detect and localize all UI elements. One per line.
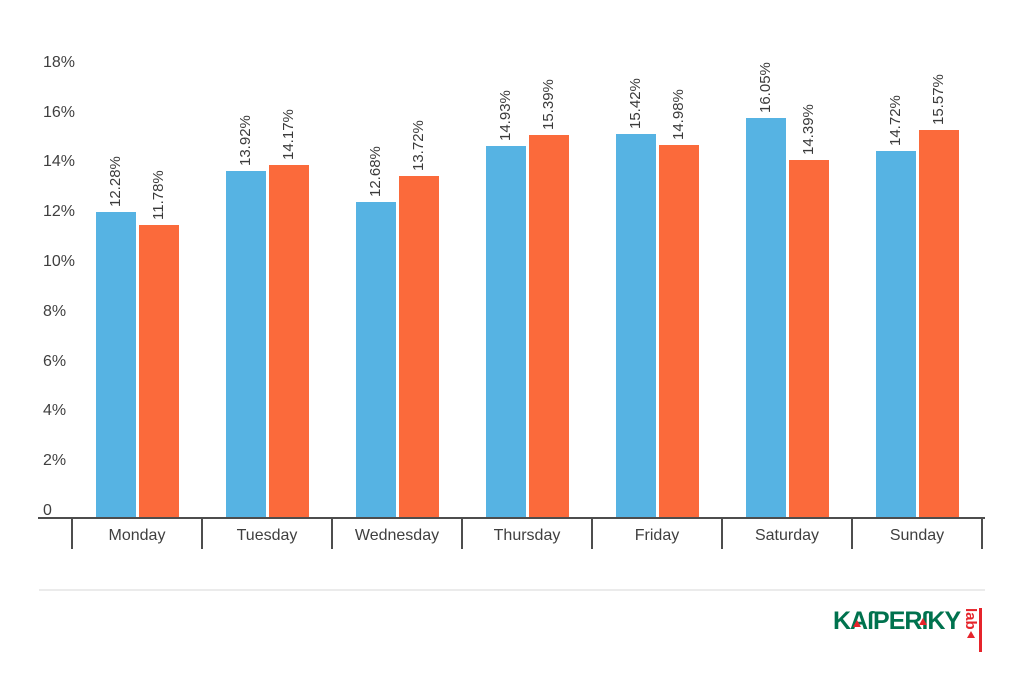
x-axis-label-thursday: Thursday: [493, 527, 561, 544]
bar-value-label-wednesday-orange: 13.72%: [410, 120, 427, 171]
logo-red-triangle-y-icon: [967, 631, 975, 638]
x-axis-label-friday: Friday: [634, 527, 680, 544]
bar-thursday-orange: [529, 135, 569, 518]
bar-monday-blue: [96, 212, 136, 518]
y-axis-label: 0: [43, 502, 52, 519]
x-axis-label-wednesday: Wednesday: [354, 527, 440, 544]
logo-red-triangle-r-icon: [919, 618, 927, 625]
y-axis-label: 16%: [43, 104, 76, 121]
lab-logo-text: lab: [962, 608, 980, 630]
bar-friday-blue: [616, 134, 656, 518]
bar-thursday-blue: [486, 146, 526, 518]
bar-value-label-sunday-orange: 15.57%: [930, 74, 947, 125]
bar-value-label-sunday-blue: 14.72%: [887, 95, 904, 146]
bar-value-label-saturday-orange: 14.39%: [800, 104, 817, 155]
y-axis-label: 2%: [43, 452, 67, 469]
kaspersky-logo-text: KAſPERſKY: [833, 606, 975, 638]
bar-sunday-blue: [876, 151, 916, 518]
x-axis-tick: [71, 518, 73, 549]
x-axis-tick: [201, 518, 203, 549]
y-axis-label: 6%: [43, 353, 67, 370]
bar-value-label-friday-orange: 14.98%: [670, 89, 687, 140]
bar-value-label-friday-blue: 15.42%: [627, 78, 644, 129]
x-axis-tick: [851, 518, 853, 549]
bar-value-label-thursday-blue: 14.93%: [497, 90, 514, 141]
footer-separator-line: [39, 589, 985, 591]
bar-value-label-wednesday-blue: 12.68%: [367, 146, 384, 197]
bar-tuesday-blue: [226, 171, 266, 518]
x-axis-line: [38, 517, 985, 519]
bar-sunday-orange: [919, 130, 959, 518]
bar-tuesday-orange: [269, 165, 309, 518]
x-axis-tick: [721, 518, 723, 549]
logo-lab-block: lab: [962, 608, 983, 652]
y-axis-label: 8%: [43, 303, 67, 320]
x-axis-tick: [461, 518, 463, 549]
y-axis-label: 14%: [43, 153, 76, 170]
x-axis-label-sunday: Sunday: [889, 527, 945, 544]
x-axis-tick: [331, 518, 333, 549]
y-axis-label: 18%: [43, 54, 76, 71]
bar-friday-orange: [659, 145, 699, 518]
x-axis-label-saturday: Saturday: [754, 527, 820, 544]
bar-value-label-saturday-blue: 16.05%: [757, 62, 774, 113]
bar-saturday-orange: [789, 160, 829, 518]
x-axis-label-tuesday: Tuesday: [236, 527, 298, 544]
bar-value-label-monday-orange: 11.78%: [150, 170, 167, 220]
x-axis-label-monday: Monday: [108, 527, 166, 544]
bar-value-label-thursday-orange: 15.39%: [540, 79, 557, 130]
bar-wednesday-blue: [356, 202, 396, 518]
bar-wednesday-orange: [399, 176, 439, 518]
logo-red-bar: [979, 608, 983, 652]
logo-red-triangle-a-icon: [853, 620, 861, 627]
bar-value-label-monday-blue: 12.28%: [107, 156, 124, 207]
x-axis-tick: [591, 518, 593, 549]
bar-saturday-blue: [746, 118, 786, 518]
y-axis-label: 12%: [43, 203, 76, 220]
bar-value-label-tuesday-blue: 13.92%: [237, 115, 254, 166]
bar-monday-orange: [139, 225, 179, 518]
y-axis-label: 4%: [43, 402, 67, 419]
bar-value-label-tuesday-orange: 14.17%: [280, 109, 297, 160]
kaspersky-lab-logo: KAſPERſKY lab: [833, 606, 983, 652]
y-axis-label: 10%: [43, 253, 76, 270]
x-axis-tick: [981, 518, 983, 549]
